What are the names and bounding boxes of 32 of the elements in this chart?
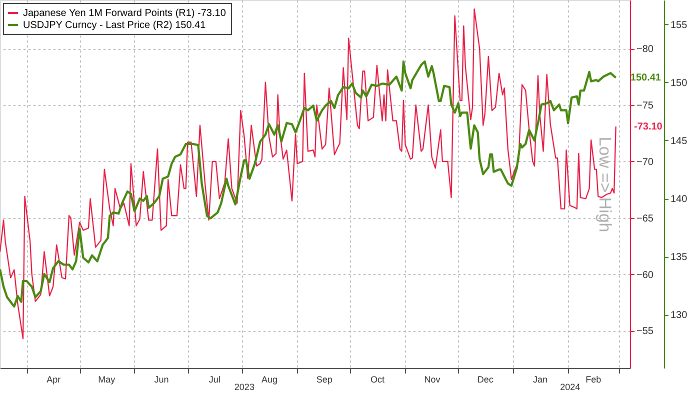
line-series: [0, 8, 616, 340]
y2-tick-label: 155: [670, 20, 688, 31]
y2-tick-label: 135: [670, 252, 688, 264]
x-tick-label: Jan: [532, 374, 548, 384]
y-tick-label: −55: [636, 326, 654, 338]
x-tick-label: May: [98, 374, 116, 384]
x-tick-label: Oct: [370, 374, 385, 384]
text: 2024: [560, 382, 580, 392]
y-tick-label: −60: [636, 270, 654, 281]
text: 2023: [234, 382, 254, 392]
x-tick-label: Aug: [261, 374, 278, 384]
x-tick-label: Nov: [424, 374, 441, 384]
data-label: -73.10: [634, 121, 663, 132]
legend-label: USDJPY Curncy - Last Price (R2) 150.41: [23, 20, 206, 31]
y-tick-label: −70: [636, 156, 654, 168]
y-tick-label: −75: [636, 100, 654, 112]
x-tick-label: Sep: [316, 374, 332, 384]
y-axis-title: Low => High: [596, 136, 614, 232]
x-tick-label: Dec: [477, 374, 494, 384]
y-tick-label: −65: [636, 213, 654, 224]
data-label: 150.41: [630, 72, 662, 84]
y2-tick-label: 130: [670, 310, 688, 322]
legend-label: Japanese Yen 1M Forward Points (R1) -73.10: [23, 8, 226, 19]
x-tick-label: Feb: [586, 374, 602, 384]
y2-tick-label: 140: [670, 194, 688, 206]
y2-tick-label: 150: [670, 78, 688, 89]
y2-tick-label: 145: [670, 136, 688, 147]
x-tick-label: Jul: [208, 374, 220, 384]
y-tick-label: −80: [636, 44, 654, 56]
x-tick-label: Jun: [154, 374, 169, 384]
line-series: [0, 60, 617, 308]
x-tick-label: Apr: [46, 374, 61, 384]
